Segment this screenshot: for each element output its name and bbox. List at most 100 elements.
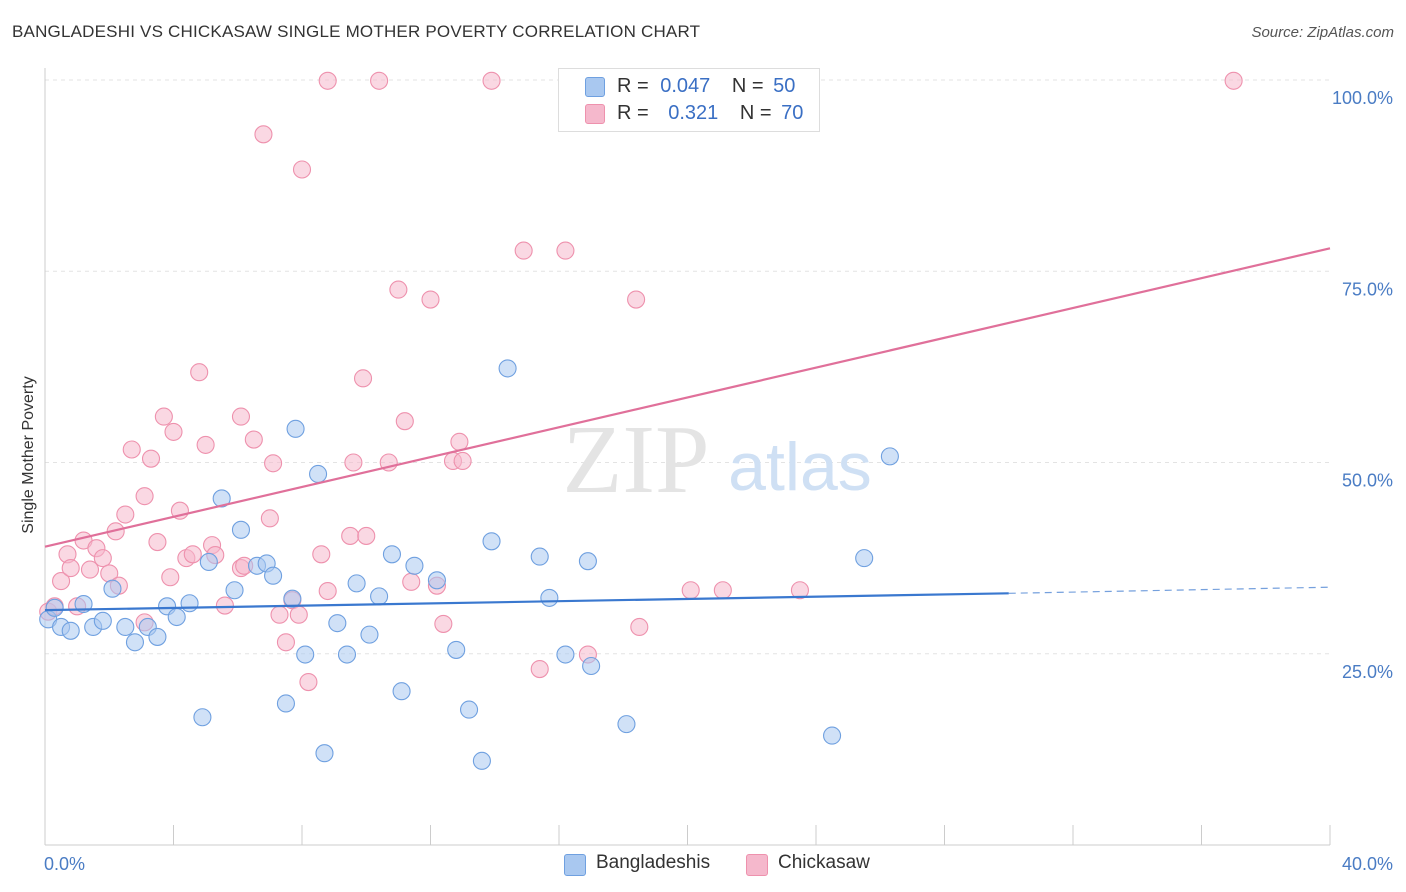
watermark-atlas: atlas [728, 429, 872, 505]
data-point-bangladeshis [103, 579, 122, 598]
data-point-bangladeshis [296, 645, 315, 664]
data-point-bangladeshis [61, 621, 80, 640]
data-point-chickasaw [450, 432, 469, 451]
data-point-chickasaw [231, 407, 251, 426]
data-point-bangladeshis [578, 552, 597, 571]
x-tick-label: 0.0% [44, 854, 85, 874]
data-point-chickasaw [318, 71, 337, 90]
y-tick-label: 75.0% [1342, 279, 1393, 299]
trend-line-chickasaw [44, 247, 1331, 548]
data-point-bangladeshis [823, 726, 842, 745]
data-point-chickasaw [260, 509, 279, 528]
data-point-chickasaw [61, 559, 80, 578]
watermark: ZIP atlas [563, 406, 872, 514]
data-point-bangladeshis [498, 359, 517, 378]
legend-row-chickasaw: R = 0.321 N = 70 [617, 102, 803, 125]
data-point-chickasaw [357, 526, 376, 545]
data-point-bangladeshis [530, 547, 549, 566]
data-point-chickasaw [790, 581, 809, 600]
data-point-bangladeshis [370, 587, 389, 606]
data-point-bangladeshis [315, 744, 334, 763]
data-point-chickasaw [244, 430, 263, 449]
data-point-bangladeshis [427, 571, 446, 590]
series-chickasaw [39, 71, 1243, 692]
data-point-chickasaw [135, 487, 154, 506]
data-point-bangladeshis [459, 700, 479, 719]
data-point-chickasaw [318, 581, 337, 601]
legend-r-value: 0.047 [660, 75, 711, 97]
data-point-chickasaw [556, 241, 575, 260]
legend-n-value: 70 [781, 102, 804, 124]
data-point-bangladeshis [283, 589, 302, 608]
data-point-bangladeshis [360, 625, 379, 644]
data-point-bangladeshis [286, 419, 305, 438]
data-point-bangladeshis [276, 694, 295, 713]
data-point-chickasaw [681, 581, 700, 600]
data-point-bangladeshis [472, 751, 491, 770]
data-point-bangladeshis [199, 552, 218, 572]
data-point-chickasaw [292, 160, 312, 179]
data-point-chickasaw [514, 241, 533, 260]
trend-line-bangladeshis [44, 592, 1009, 612]
axes [44, 68, 1331, 846]
x-tick-label: 40.0% [1342, 854, 1393, 874]
y-tick-label: 25.0% [1342, 662, 1393, 682]
legend-row-bangladeshis: R = 0.047 N = 50 [617, 75, 795, 98]
y-tick-label: 50.0% [1342, 471, 1393, 491]
data-point-bangladeshis [93, 611, 112, 630]
data-point-bangladeshis [337, 645, 357, 664]
bottom-swatch-chickasaw [746, 854, 768, 876]
data-point-chickasaw [190, 363, 209, 382]
data-point-chickasaw [299, 673, 318, 692]
bottom-legend-chickasaw: Chickasaw [746, 852, 870, 876]
legend-n-label: N = [731, 75, 764, 97]
data-point-bangladeshis [309, 464, 328, 484]
source-label: Source: ZipAtlas.com [1251, 24, 1394, 41]
data-point-chickasaw [122, 440, 141, 459]
data-point-bangladeshis [167, 607, 186, 627]
legend-r-label: R = [617, 102, 649, 124]
tick-labels: 25.0% 50.0% 75.0% 100.0% 0.0% 40.0% [44, 88, 1393, 874]
data-point-bangladeshis [116, 617, 135, 637]
data-point-chickasaw [215, 596, 234, 615]
data-point-bangladeshis [880, 447, 899, 466]
data-point-bangladeshis [231, 520, 251, 539]
data-point-chickasaw [421, 290, 440, 309]
legend-r-value: 0.321 [668, 102, 719, 124]
data-point-chickasaw [116, 505, 135, 524]
data-point-bangladeshis [328, 614, 347, 633]
data-point-chickasaw [1224, 71, 1243, 90]
data-point-chickasaw [395, 412, 414, 431]
data-point-chickasaw [312, 545, 331, 564]
data-point-bangladeshis [392, 682, 411, 701]
data-point-chickasaw [341, 526, 360, 545]
data-point-chickasaw [453, 451, 472, 471]
y-tick-label: 100.0% [1332, 88, 1393, 108]
data-point-chickasaw [270, 605, 289, 624]
data-point-bangladeshis [45, 598, 64, 617]
data-point-bangladeshis [855, 549, 874, 568]
data-point-chickasaw [353, 369, 373, 388]
data-point-chickasaw [289, 605, 308, 624]
trend-lines [44, 247, 1331, 612]
legend-r-label: R = [617, 75, 649, 97]
data-point-chickasaw [344, 453, 363, 472]
data-point-bangladeshis [540, 588, 559, 607]
data-point-chickasaw [154, 407, 173, 426]
data-point-bangladeshis [125, 633, 144, 652]
data-point-chickasaw [52, 572, 71, 591]
data-point-chickasaw [630, 617, 649, 637]
data-point-chickasaw [627, 290, 646, 309]
bottom-legend-label: Bangladeshis [596, 852, 711, 873]
bottom-legend-label: Chickasaw [778, 852, 870, 873]
data-point-bangladeshis [180, 594, 199, 613]
legend-swatch-chickasaw [585, 104, 605, 124]
data-point-chickasaw [434, 614, 453, 633]
data-point-chickasaw [93, 549, 112, 568]
data-point-bangladeshis [447, 640, 466, 659]
series-bangladeshis [39, 359, 899, 770]
data-point-chickasaw [713, 581, 732, 600]
legend-n-label: N = [739, 102, 772, 124]
data-point-bangladeshis [74, 594, 93, 614]
